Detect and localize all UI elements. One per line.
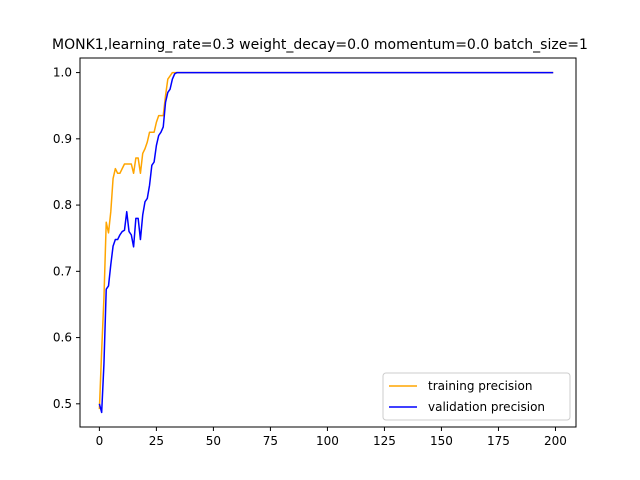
legend-label: validation precision (428, 400, 545, 414)
x-tick-label: 175 (487, 434, 510, 448)
x-tick-label: 100 (316, 434, 339, 448)
legend-box (382, 372, 571, 421)
y-tick-label: 0.6 (53, 331, 72, 345)
x-tick-label: 150 (430, 434, 453, 448)
series-line-training (98, 71, 554, 410)
series-line-validation (98, 71, 554, 414)
x-tick-label: 50 (206, 434, 221, 448)
legend-label: training precision (428, 379, 532, 393)
x-tick-label: 0 (96, 434, 104, 448)
y-tick-label: 0.8 (53, 198, 72, 212)
series-layer (98, 71, 554, 414)
plot-frame (79, 57, 577, 428)
y-tick-label: 0.5 (53, 397, 72, 411)
x-tick-label: 200 (544, 434, 567, 448)
axes-layer: 0 25 50 75 100 125 150 175 200 0.5 0.6 0.7 0.8 0.9 1.0 (53, 57, 577, 448)
legend: training precision validation precision (382, 372, 571, 421)
y-tick-label: 0.9 (53, 132, 72, 146)
x-tick-label: 25 (149, 434, 164, 448)
x-tick-label: 125 (373, 434, 396, 448)
x-tick-label: 75 (263, 434, 278, 448)
y-tick-label: 0.7 (53, 264, 72, 278)
chart-title: MONK1,learning_rate=0.3 weight_decay=0.0… (52, 37, 588, 53)
y-tick-label: 1.0 (53, 66, 72, 80)
